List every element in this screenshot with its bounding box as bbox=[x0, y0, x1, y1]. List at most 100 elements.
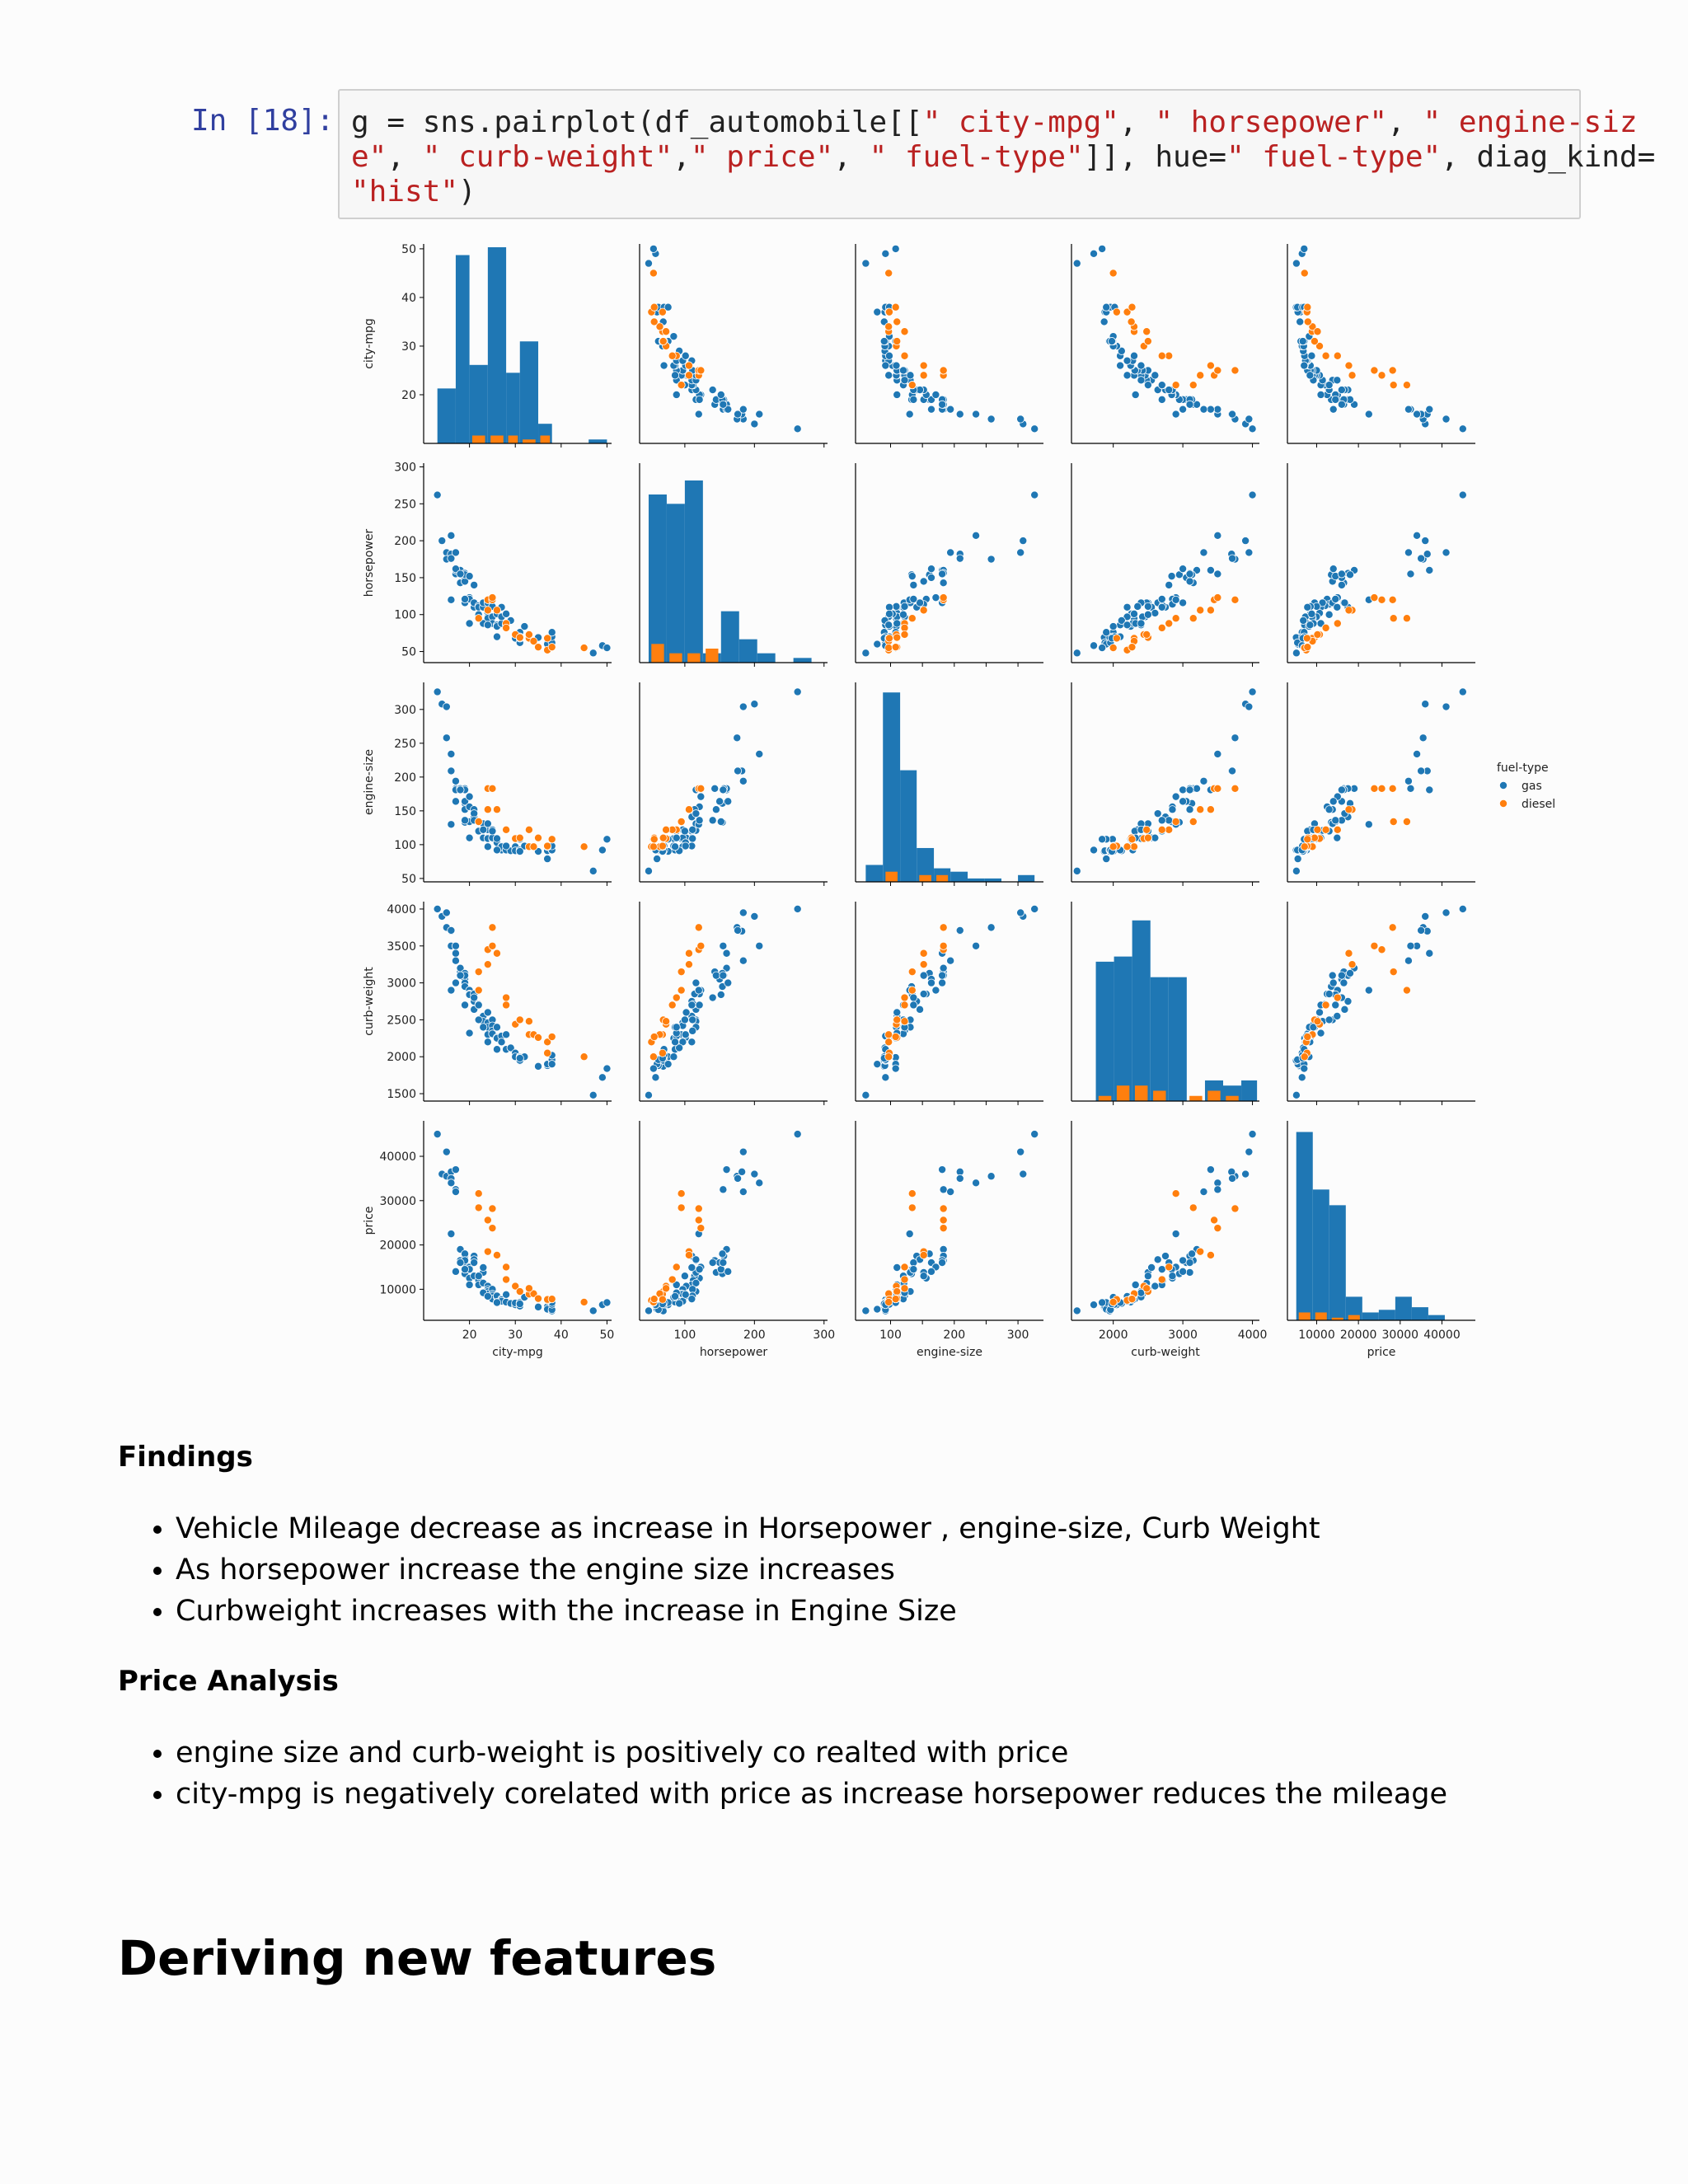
point-gas bbox=[671, 842, 680, 851]
point-gas bbox=[1329, 565, 1338, 574]
point-gas bbox=[603, 1298, 612, 1307]
point-diesel bbox=[684, 1250, 693, 1259]
point-gas bbox=[1307, 351, 1316, 360]
hist-bar-diesel bbox=[885, 871, 898, 882]
hist-bar-diesel bbox=[919, 874, 931, 882]
point-gas bbox=[1171, 792, 1180, 801]
point-diesel bbox=[1157, 623, 1166, 632]
point-diesel bbox=[1389, 614, 1398, 623]
panel-engine-size-vs-engine-size bbox=[855, 682, 1043, 886]
point-diesel bbox=[1321, 1001, 1330, 1010]
point-gas bbox=[497, 1038, 506, 1047]
point-gas bbox=[738, 1147, 748, 1156]
findings-item-1: Vehicle Mileage decrease as increase in … bbox=[176, 1508, 1601, 1549]
y-tick-label: 100 bbox=[394, 609, 416, 622]
point-gas bbox=[879, 337, 889, 346]
y-axis-label: horsepower bbox=[363, 529, 376, 598]
point-gas bbox=[1123, 602, 1132, 612]
hist-bar-gas bbox=[950, 871, 968, 882]
point-diesel bbox=[1196, 606, 1205, 615]
point-gas bbox=[931, 390, 940, 399]
point-gas bbox=[750, 912, 759, 921]
point-gas bbox=[738, 1188, 748, 1197]
point-gas bbox=[884, 371, 893, 380]
point-gas bbox=[1404, 776, 1413, 785]
point-gas bbox=[1168, 805, 1177, 814]
point-gas bbox=[881, 1073, 890, 1082]
point-gas bbox=[926, 573, 935, 582]
y-tick-label: 1500 bbox=[387, 1088, 416, 1101]
point-diesel bbox=[1171, 817, 1180, 826]
point-gas bbox=[1442, 908, 1451, 917]
code-cell[interactable]: In [18]: g = sns.pairplot(df_automobile[… bbox=[0, 89, 1688, 229]
point-gas bbox=[972, 531, 981, 540]
point-gas bbox=[451, 1188, 460, 1197]
panel-engine-size-vs-horsepower bbox=[639, 682, 828, 886]
point-gas bbox=[1157, 602, 1166, 612]
point-gas bbox=[1179, 405, 1188, 414]
point-diesel bbox=[1388, 784, 1397, 793]
point-diesel bbox=[579, 1297, 588, 1306]
point-diesel bbox=[502, 1263, 511, 1272]
point-diesel bbox=[1377, 371, 1386, 380]
point-gas bbox=[447, 749, 456, 758]
legend-marker-gas bbox=[1499, 781, 1508, 790]
point-gas bbox=[1413, 410, 1422, 419]
point-gas bbox=[916, 1005, 925, 1014]
point-gas bbox=[1153, 809, 1162, 818]
point-gas bbox=[1331, 816, 1340, 825]
point-gas bbox=[1337, 386, 1346, 395]
point-diesel bbox=[502, 623, 511, 632]
point-gas bbox=[1157, 594, 1166, 603]
point-gas bbox=[1016, 548, 1025, 557]
point-gas bbox=[891, 244, 900, 253]
y-tick-label: 200 bbox=[394, 771, 416, 785]
point-gas bbox=[520, 622, 529, 631]
point-gas bbox=[470, 1258, 479, 1268]
point-gas bbox=[1325, 990, 1334, 999]
point-diesel bbox=[547, 1295, 556, 1304]
point-gas bbox=[483, 621, 492, 630]
point-gas bbox=[1325, 381, 1334, 390]
point-gas bbox=[1248, 490, 1257, 499]
point-diesel bbox=[1123, 842, 1132, 851]
panel-curb-weight-vs-curb-weight bbox=[1071, 902, 1259, 1105]
hist-bar-gas bbox=[1168, 977, 1187, 1101]
point-gas bbox=[884, 351, 893, 360]
point-gas bbox=[1171, 1230, 1180, 1239]
point-diesel bbox=[649, 317, 659, 326]
point-gas bbox=[861, 649, 870, 658]
hist-bar-gas bbox=[648, 494, 667, 663]
point-gas bbox=[1425, 565, 1434, 574]
y-tick-label: 50 bbox=[401, 243, 416, 256]
point-gas bbox=[1241, 1169, 1250, 1179]
y-tick-label: 4000 bbox=[387, 903, 416, 916]
hist-bar-gas bbox=[1345, 1296, 1362, 1320]
point-gas bbox=[972, 1179, 981, 1188]
point-gas bbox=[672, 390, 681, 399]
findings-item-3: Curbweight increases with the increase i… bbox=[176, 1591, 1601, 1632]
point-diesel bbox=[659, 833, 668, 842]
hist-bar-diesel bbox=[471, 435, 485, 443]
point-gas bbox=[1199, 1188, 1208, 1197]
point-gas bbox=[1151, 1282, 1160, 1291]
point-diesel bbox=[1206, 805, 1215, 814]
code-input[interactable]: g = sns.pairplot(df_automobile[[" city-m… bbox=[338, 89, 1655, 219]
code-string-token: " price" bbox=[690, 140, 834, 174]
point-gas bbox=[671, 371, 680, 380]
point-gas bbox=[1404, 956, 1413, 965]
point-gas bbox=[733, 733, 742, 743]
point-gas bbox=[1168, 1272, 1177, 1281]
x-tick-label: 4000 bbox=[1238, 1329, 1268, 1342]
point-gas bbox=[447, 766, 456, 776]
point-diesel bbox=[1157, 825, 1166, 834]
hist-bar-gas bbox=[757, 653, 776, 663]
point-gas bbox=[681, 841, 690, 851]
x-tick-label: 200 bbox=[743, 1329, 766, 1342]
code-token: , bbox=[1118, 105, 1156, 139]
point-diesel bbox=[900, 993, 909, 1002]
hist-bar-diesel bbox=[1153, 1090, 1166, 1101]
point-diesel bbox=[1377, 945, 1386, 954]
point-gas bbox=[722, 1165, 731, 1174]
hist-bar-diesel bbox=[936, 874, 949, 882]
